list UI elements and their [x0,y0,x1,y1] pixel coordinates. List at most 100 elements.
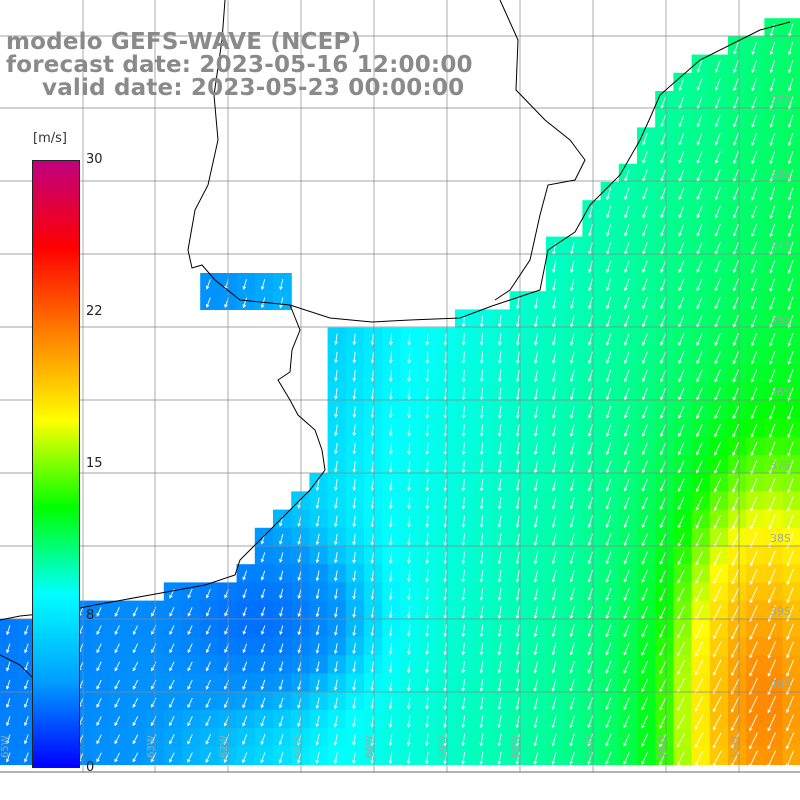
wind-arrow [352,643,356,655]
wind-arrow [297,533,302,546]
wind-arrow [352,351,357,364]
wind-arrow [750,514,758,530]
wind-arrow [389,369,393,382]
wind-arrow [497,751,502,765]
wind-arrow [624,187,630,201]
wind-arrow [624,260,630,273]
wind-arrow [788,41,794,56]
wind-arrow [769,369,776,384]
wind-arrow [187,697,193,709]
wind-arrow [425,570,429,583]
wind-arrow [660,187,667,201]
wind-arrow [587,569,594,583]
wind-arrow [315,497,320,509]
wind-arrow [497,715,502,729]
wind-arrow [370,570,375,582]
wind-arrow [695,569,704,584]
wind-arrow [370,406,375,419]
wind-arrow [659,569,667,584]
wind-arrow [751,260,758,274]
wind-arrow [659,642,667,657]
wind-arrow [24,752,29,763]
wind-arrow [605,442,612,456]
wind-arrow [551,533,557,547]
wind-arrow [768,460,776,475]
wind-arrow [515,697,520,710]
wind-arrow [713,514,722,530]
wind-arrow [624,278,630,292]
wind-arrow [588,278,593,292]
wind-arrow [132,716,139,727]
wind-arrow [605,751,612,765]
wind-arrow [279,625,284,636]
wind-arrow [732,442,740,456]
wind-arrow [461,351,466,364]
wind-arrow [260,588,266,599]
wind-arrow [5,734,11,745]
wind-arrow [169,679,175,690]
wind-arrow [205,697,211,709]
wind-arrow [279,552,284,563]
wind-arrow [169,625,175,635]
wind-arrow [733,96,739,110]
wind-arrow [515,460,520,474]
wind-arrow [787,96,794,110]
wind-arrow [515,406,520,419]
wind-arrow [695,623,704,639]
wind-arrow [787,296,794,311]
wind-arrow [588,205,593,219]
wind-arrow [24,625,29,636]
wind-arrow [515,569,520,583]
wind-arrow [333,661,338,673]
wind-arrow [533,733,539,747]
wind-arrow [370,351,375,364]
wind-arrow [732,478,740,493]
wind-arrow [461,460,466,474]
wind-arrow [623,387,630,401]
wind-arrow [443,460,448,474]
wind-arrow [641,660,649,675]
wind-arrow [551,551,557,565]
wind-arrow [678,260,685,274]
wind-arrow [677,732,685,748]
wind-arrow [787,132,794,147]
wind-arrow [388,551,393,564]
wind-arrow [406,661,411,674]
title-line-1: modelo GEFS-WAVE (NCEP) [6,29,362,55]
wind-arrow [479,442,484,456]
lat-lon-grid: 32S33S34S35S36S37S38S39S40S65W64W63W62W6… [0,0,800,773]
wind-arrow [587,515,594,528]
wind-arrow [714,78,721,92]
wind-arrow [443,388,448,401]
wind-arrow [370,679,375,692]
wind-arrow [279,297,284,309]
wind-arrow [569,678,575,692]
wind-arrow [751,187,758,201]
wind-arrow [407,533,411,546]
wind-arrow [623,551,630,565]
wind-arrow [694,751,704,767]
wind-arrow [587,587,594,601]
wind-arrow [443,642,448,656]
wind-arrow [677,587,685,602]
wind-arrow [696,78,703,92]
wind-arrow [370,733,375,747]
wind-arrow [732,169,739,183]
wind-arrow [696,296,703,310]
wind-arrow [352,406,357,419]
wind-arrow [678,133,685,146]
wind-arrow [587,333,593,346]
wind-arrow [768,496,776,512]
wind-arrow [407,333,411,346]
wind-arrow [515,351,520,365]
wind-arrow [497,569,502,583]
wind-arrow [787,314,794,329]
wind-arrow [587,697,594,711]
wind-arrow [242,570,248,581]
wind-arrow [768,568,776,586]
wind-arrow [315,661,320,673]
wind-arrow [96,752,102,763]
wind-arrow [242,643,248,654]
wind-arrow [733,151,739,164]
wind-cell [764,728,784,747]
